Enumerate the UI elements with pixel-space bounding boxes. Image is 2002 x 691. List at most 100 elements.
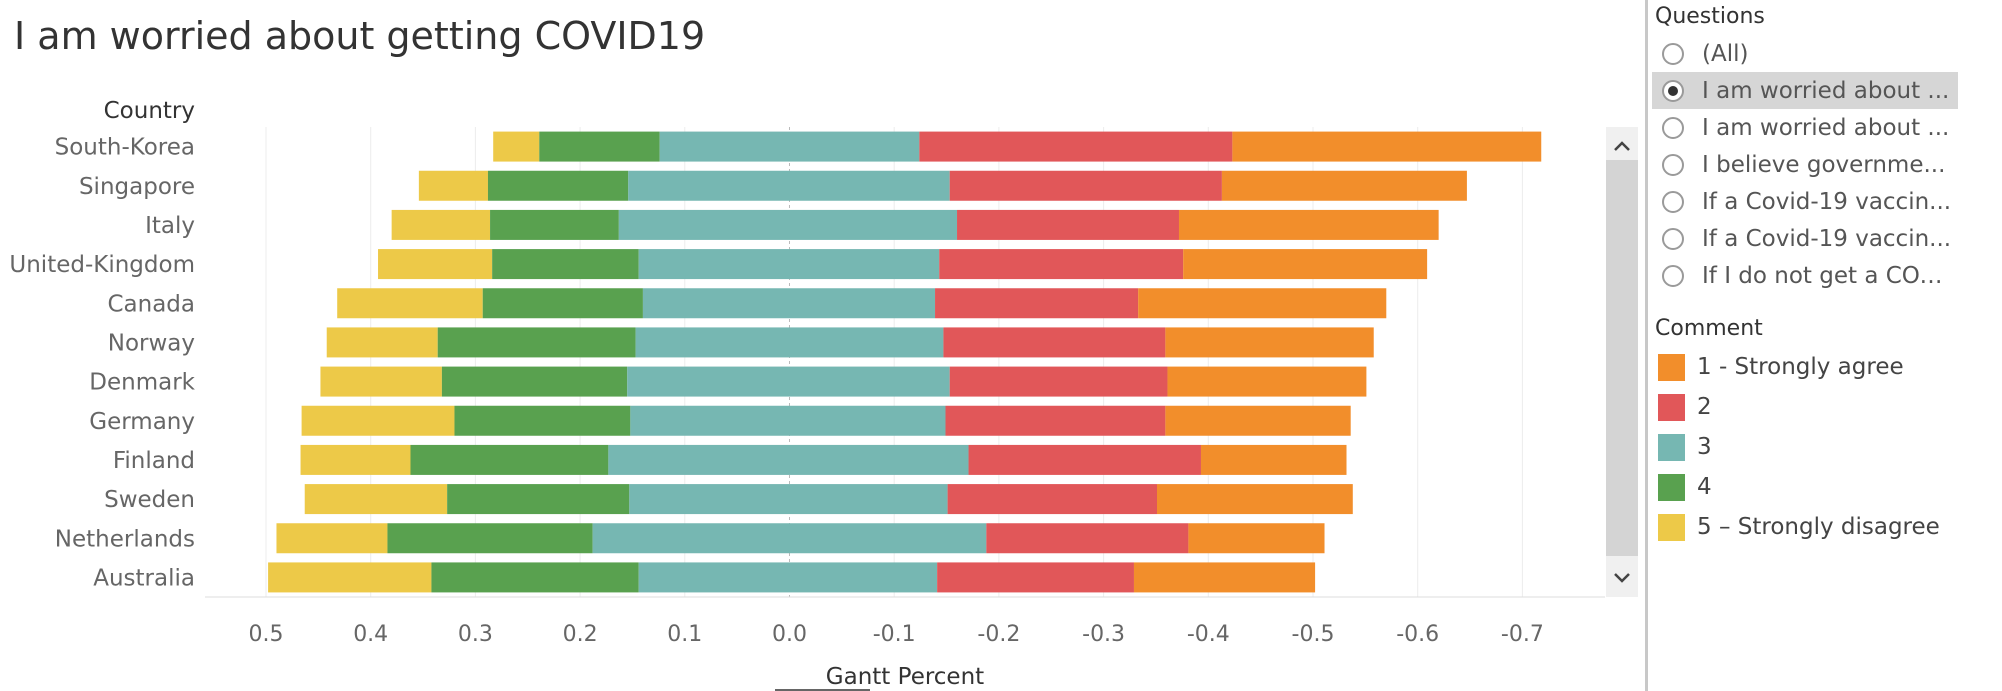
bar-segment[interactable] (1165, 327, 1374, 358)
bar-segment[interactable] (947, 484, 1157, 515)
legend-item[interactable]: 5 – Strongly disagree (1652, 507, 2002, 547)
question-option[interactable]: If a Covid-19 vaccin... (1652, 220, 1958, 257)
bar-segment[interactable] (949, 366, 1168, 397)
bar-segment[interactable] (937, 562, 1134, 593)
bar-segment[interactable] (1188, 523, 1325, 554)
bar-segment[interactable] (1221, 170, 1467, 201)
bar-segment[interactable] (454, 405, 631, 436)
bar-segment[interactable] (493, 131, 540, 162)
radio-icon[interactable] (1662, 116, 1684, 139)
bar-segment[interactable] (935, 288, 1139, 319)
legend-item[interactable]: 3 (1652, 427, 2002, 467)
bar-segment[interactable] (635, 327, 944, 358)
bar-segment[interactable] (957, 209, 1179, 240)
bar-segment[interactable] (301, 405, 455, 436)
legend-label: 5 – Strongly disagree (1697, 514, 1940, 540)
bar-segment[interactable] (539, 131, 660, 162)
bar-segment[interactable] (1183, 249, 1428, 280)
bar-segment[interactable] (638, 249, 940, 280)
radio-icon[interactable] (1662, 264, 1684, 287)
question-option[interactable]: I am worried about ... (1652, 109, 1958, 146)
bar-segment[interactable] (1156, 484, 1353, 515)
bar-segment[interactable] (337, 288, 483, 319)
bar-segment[interactable] (418, 170, 488, 201)
x-tick-label: -0.7 (1501, 622, 1544, 647)
bar-segment[interactable] (300, 444, 411, 475)
bar-segment[interactable] (608, 444, 969, 475)
bar-segment[interactable] (945, 405, 1166, 436)
question-label: I am worried about ... (1702, 114, 1950, 141)
bar-segment[interactable] (1167, 366, 1367, 397)
bar-segment[interactable] (447, 484, 630, 515)
bar-segment[interactable] (1232, 131, 1542, 162)
scroll-down-icon[interactable] (1614, 573, 1630, 583)
bar-segment[interactable] (638, 562, 938, 593)
bar-segment[interactable] (1165, 405, 1351, 436)
bar-segment[interactable] (627, 366, 950, 397)
chart-title: I am worried about getting COVID19 (14, 14, 706, 58)
bar-segment[interactable] (487, 170, 629, 201)
question-option[interactable]: I believe governme... (1652, 146, 1958, 183)
radio-icon[interactable] (1662, 227, 1684, 250)
legend-label: 3 (1697, 434, 1712, 460)
bar-segment[interactable] (326, 327, 438, 358)
grid-lines (265, 127, 1523, 597)
row-label: Singapore (79, 174, 195, 200)
question-option[interactable]: (All) (1652, 35, 1958, 72)
bar-segment[interactable] (490, 209, 619, 240)
question-option[interactable]: If I do not get a COV... (1652, 257, 1958, 294)
bar-segment[interactable] (592, 523, 987, 554)
chart: Country South-Korea Singapore Italy United-… (9, 98, 1638, 691)
x-tick-label: 0.2 (563, 622, 598, 647)
bar-segment[interactable] (437, 327, 636, 358)
bar-segment[interactable] (618, 209, 958, 240)
legend-item[interactable]: 2 (1652, 387, 2002, 427)
legend-label: 1 - Strongly agree (1697, 354, 1904, 380)
bar-segment[interactable] (939, 249, 1184, 280)
bar-segment[interactable] (1133, 562, 1316, 593)
bar-segment[interactable] (441, 366, 628, 397)
bar-segment[interactable] (659, 131, 920, 162)
vertical-scrollbar[interactable] (1606, 127, 1638, 597)
bar-segment[interactable] (949, 170, 1222, 201)
bar-segment[interactable] (391, 209, 491, 240)
x-tick-label: -0.2 (977, 622, 1020, 647)
scroll-up-icon[interactable] (1614, 141, 1630, 151)
legend-item[interactable]: 1 - Strongly agree (1652, 347, 2002, 387)
scrollbar-thumb[interactable] (1606, 160, 1638, 556)
bar-segment[interactable] (986, 523, 1189, 554)
bar-segment[interactable] (276, 523, 388, 554)
bar-segment[interactable] (378, 249, 493, 280)
radio-icon[interactable] (1662, 79, 1684, 102)
bar-segment[interactable] (919, 131, 1233, 162)
legend-swatch (1658, 353, 1685, 381)
bar-segment[interactable] (431, 562, 639, 593)
bar-segment[interactable] (492, 249, 639, 280)
question-label: If a Covid-19 vaccin... (1702, 225, 1952, 252)
radio-icon[interactable] (1662, 190, 1684, 213)
bar-segment[interactable] (642, 288, 936, 319)
question-label: (All) (1702, 40, 1749, 67)
radio-icon[interactable] (1662, 42, 1684, 65)
bar-segment[interactable] (387, 523, 593, 554)
bar-segment[interactable] (629, 484, 948, 515)
bar-segment[interactable] (320, 366, 442, 397)
bar-segment[interactable] (943, 327, 1166, 358)
bar-segment[interactable] (1138, 288, 1387, 319)
bar-segment[interactable] (630, 405, 946, 436)
x-tick-label: -0.4 (1187, 622, 1230, 647)
bar-segment[interactable] (268, 562, 432, 593)
legend-item[interactable]: 4 (1652, 467, 2002, 507)
bar-segment[interactable] (628, 170, 950, 201)
bar-segment[interactable] (1178, 209, 1439, 240)
bar-segment[interactable] (1200, 444, 1347, 475)
question-option[interactable]: I am worried about ... (1652, 72, 1958, 109)
legend: 1 - Strongly agree 2 3 4 5 – Strongly disagr… (1652, 347, 2002, 547)
bar-segment[interactable] (304, 484, 448, 515)
questions-title: Questions (1655, 4, 1765, 29)
bar-segment[interactable] (482, 288, 643, 319)
radio-icon[interactable] (1662, 153, 1684, 176)
bar-segment[interactable] (968, 444, 1201, 475)
bar-segment[interactable] (410, 444, 609, 475)
question-option[interactable]: If a Covid-19 vaccin... (1652, 183, 1958, 220)
